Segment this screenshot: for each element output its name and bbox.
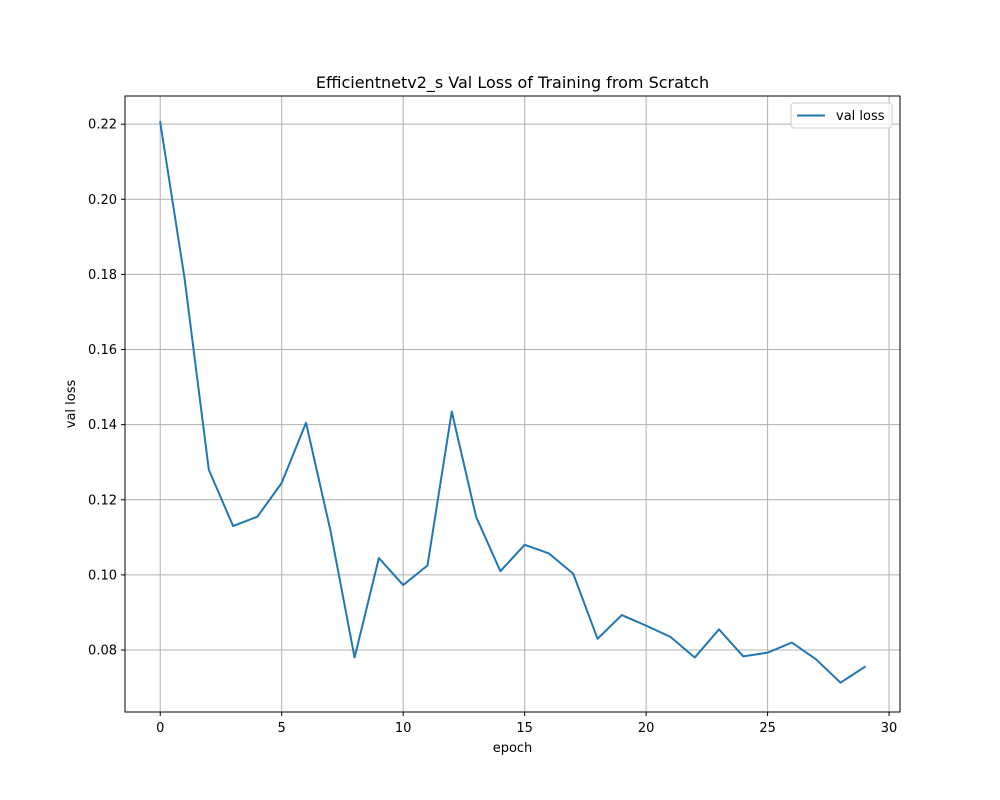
data-point [184, 277, 186, 279]
data-point [669, 636, 671, 638]
plot-frame [124, 95, 901, 713]
y-tick-label: 0.16 [88, 343, 117, 358]
y-axis: 0.08 0.10 0.12 0.14 0.16 0.18 0.20 0.22 [88, 118, 125, 659]
data-point [281, 482, 283, 484]
data-point [305, 422, 307, 424]
data-point [742, 655, 744, 657]
legend-box [790, 102, 893, 129]
grid [125, 96, 900, 712]
x-tick-label: 30 [881, 721, 898, 736]
y-tick-label: 0.18 [88, 268, 117, 283]
data-point [499, 570, 501, 572]
data-point [524, 544, 526, 546]
data-point [354, 657, 356, 659]
x-tick-label: 20 [638, 721, 655, 736]
data-point [208, 469, 210, 471]
x-tick-label: 5 [278, 721, 286, 736]
y-tick-label: 0.12 [88, 493, 117, 508]
data-point [426, 565, 428, 567]
y-tick-label: 0.08 [88, 644, 117, 659]
data-point [864, 666, 866, 668]
x-tick-label: 15 [516, 721, 533, 736]
data-point [597, 638, 599, 640]
y-tick-label: 0.14 [88, 418, 117, 433]
series-line-val-loss [159, 121, 867, 684]
y-tick-label: 0.20 [88, 193, 117, 208]
data-point [767, 652, 769, 654]
y-tick-label: 0.10 [88, 568, 117, 583]
chart-title: Efficientnetv2_s Val Loss of Training fr… [316, 73, 709, 93]
data-point [232, 525, 234, 527]
legend-label: val loss [836, 109, 885, 124]
data-point [329, 529, 331, 531]
data-point [645, 625, 647, 627]
series-layer [159, 121, 867, 684]
data-point [402, 584, 404, 586]
data-point [694, 657, 696, 659]
data-point [378, 557, 380, 559]
x-tick-label: 10 [395, 721, 412, 736]
y-tick-label: 0.22 [88, 118, 117, 133]
x-axis: 0 5 10 15 20 25 30 [156, 712, 897, 736]
data-point [572, 573, 574, 575]
data-point [475, 516, 477, 518]
x-axis-label: epoch [493, 741, 533, 756]
data-point [451, 411, 453, 413]
data-point [839, 682, 841, 684]
y-axis-label: val loss [64, 380, 79, 429]
legend: val loss [790, 102, 893, 129]
data-point [256, 516, 258, 518]
data-point [548, 552, 550, 554]
data-point [718, 628, 720, 630]
data-point [791, 642, 793, 644]
data-point [621, 614, 623, 616]
data-point [159, 121, 161, 123]
x-tick-label: 0 [156, 721, 164, 736]
x-tick-label: 25 [759, 721, 776, 736]
data-point [815, 658, 817, 660]
